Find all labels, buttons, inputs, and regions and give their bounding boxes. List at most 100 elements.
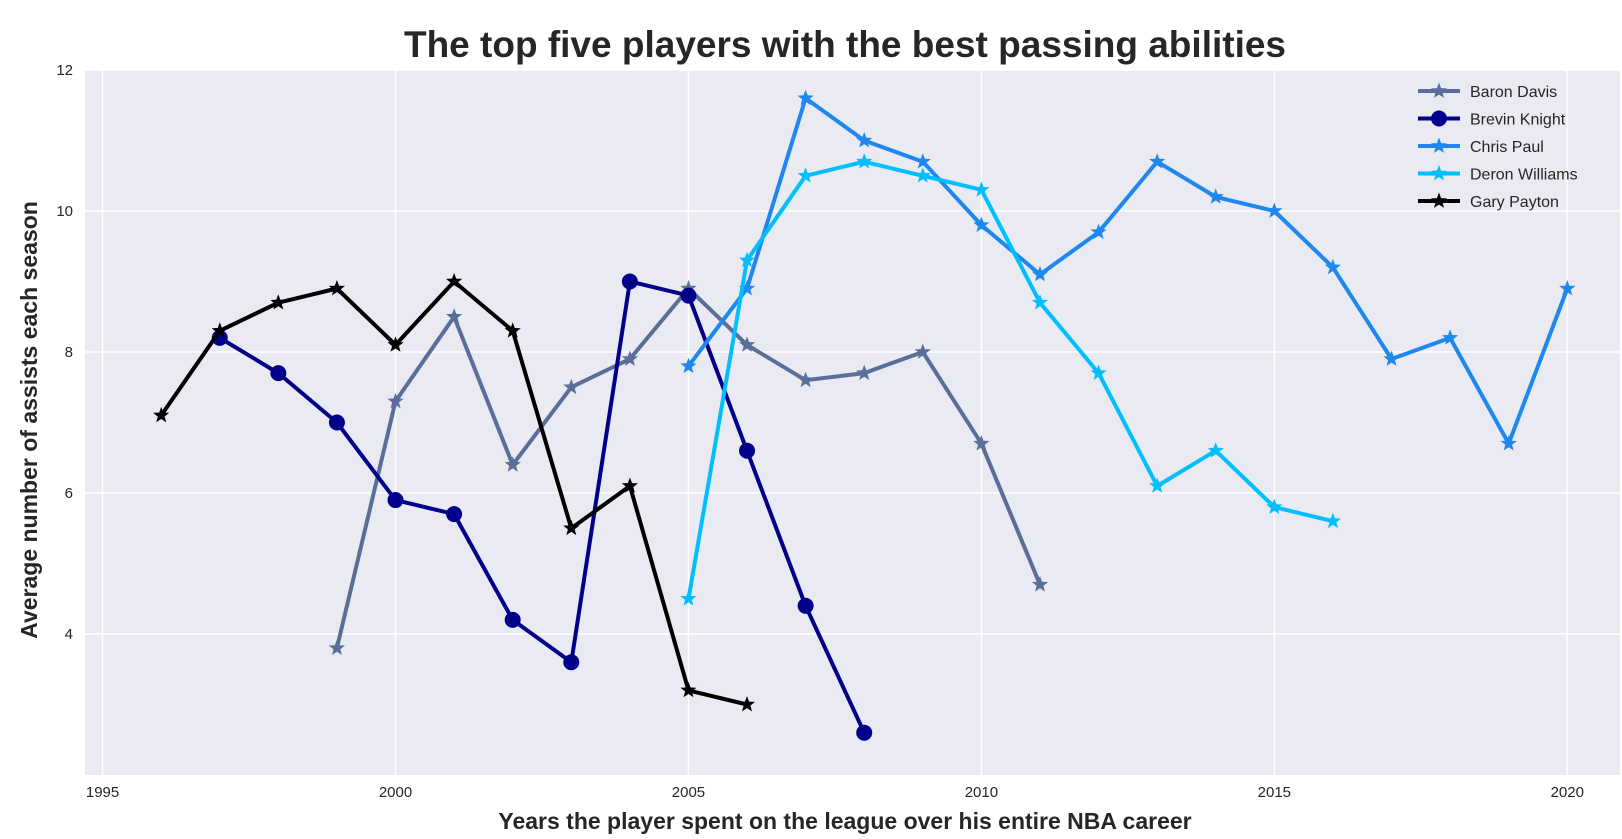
data-point — [1090, 223, 1107, 239]
legend-marker — [1430, 192, 1448, 208]
legend-item-chris-paul: Chris Paul — [1418, 137, 1544, 156]
data-point — [797, 597, 814, 614]
data-point — [1324, 258, 1341, 275]
data-point — [446, 308, 463, 324]
data-point — [1207, 442, 1224, 458]
series-line — [217, 279, 867, 735]
series-brevin-knight — [211, 273, 873, 741]
series-deron-williams — [680, 153, 1341, 606]
data-point — [1442, 329, 1459, 345]
data-point — [1031, 576, 1049, 592]
legend-label: Gary Payton — [1470, 194, 1559, 211]
data-point — [328, 639, 345, 655]
data-point — [914, 343, 931, 359]
series-layer — [153, 89, 1576, 741]
data-point — [563, 519, 580, 536]
data-point — [1031, 266, 1049, 282]
legend-item-gary-payton: Gary Payton — [1418, 192, 1559, 211]
series-line — [686, 96, 1570, 446]
data-point — [563, 654, 580, 671]
x-tick-label: 2010 — [965, 784, 998, 801]
data-point — [739, 280, 756, 296]
data-point — [563, 378, 580, 395]
legend-marker — [1430, 137, 1448, 153]
data-point — [914, 167, 931, 183]
data-point — [680, 590, 697, 606]
x-axis-label: Years the player spent on the league ove… — [498, 808, 1191, 834]
data-point — [680, 287, 697, 304]
y-axis-ticks: 4 6 8 10 12 — [56, 62, 73, 643]
data-point — [739, 696, 756, 712]
data-point — [1500, 435, 1517, 451]
data-point — [1383, 350, 1400, 366]
data-point — [797, 167, 814, 183]
legend-marker — [1430, 82, 1448, 98]
data-point — [1207, 188, 1224, 204]
legend-item-baron-davis: Baron Davis — [1418, 82, 1557, 101]
data-point — [739, 251, 756, 268]
y-tick-label: 10 — [56, 203, 73, 220]
y-tick-label: 4 — [65, 626, 73, 643]
data-point — [739, 336, 756, 352]
data-point — [270, 294, 287, 310]
data-point — [973, 216, 990, 232]
legend-marker — [1431, 110, 1447, 127]
y-tick-label: 12 — [56, 62, 73, 79]
data-point — [797, 371, 814, 388]
data-point — [973, 435, 990, 451]
data-point — [387, 392, 404, 409]
data-point — [446, 273, 463, 289]
data-point — [446, 506, 463, 523]
x-axis-ticks: 1995 2000 2005 2010 2015 2020 — [86, 784, 1584, 801]
data-point — [739, 442, 756, 459]
legend-marker — [1430, 165, 1448, 181]
data-point — [1031, 294, 1049, 310]
data-point — [1090, 364, 1107, 380]
data-point — [270, 365, 287, 382]
x-tick-label: 1995 — [86, 784, 119, 801]
data-point — [680, 681, 697, 698]
data-point — [504, 611, 521, 628]
y-tick-label: 6 — [65, 485, 73, 502]
x-tick-label: 2015 — [1258, 784, 1291, 801]
data-point — [973, 181, 990, 197]
data-point — [153, 406, 170, 423]
series-gary-payton — [153, 273, 756, 712]
data-point — [1559, 280, 1576, 296]
data-point — [1324, 512, 1341, 529]
legend: Baron Davis Brevin Knight Chris Paul Deron … — [1418, 82, 1578, 211]
x-tick-label: 2005 — [672, 784, 705, 801]
data-point — [621, 273, 638, 290]
data-point — [856, 724, 873, 741]
data-point — [856, 132, 873, 148]
data-point — [211, 322, 228, 338]
y-tick-label: 8 — [65, 344, 73, 361]
series-line — [686, 159, 1335, 601]
plot-area — [85, 70, 1620, 775]
legend-label: Deron Williams — [1470, 167, 1578, 184]
series-chris-paul — [680, 89, 1576, 451]
x-tick-label: 2000 — [379, 784, 412, 801]
data-point — [621, 350, 638, 366]
data-point — [504, 322, 521, 338]
x-tick-label: 2020 — [1551, 784, 1584, 801]
legend-label: Baron Davis — [1470, 84, 1557, 101]
legend-label: Chris Paul — [1470, 139, 1544, 156]
data-point — [504, 456, 521, 472]
data-point — [1149, 153, 1166, 169]
data-point — [328, 414, 345, 431]
data-point — [328, 280, 345, 296]
data-point — [856, 364, 873, 380]
data-point — [797, 89, 814, 106]
data-point — [856, 153, 873, 169]
legend-label: Brevin Knight — [1470, 112, 1566, 129]
data-point — [680, 357, 697, 373]
data-point — [387, 336, 404, 352]
chart-title: The top five players with the best passi… — [404, 24, 1286, 65]
legend-item-brevin-knight: Brevin Knight — [1418, 110, 1566, 129]
data-point — [1266, 498, 1283, 514]
data-point — [387, 492, 404, 509]
data-point — [1266, 202, 1283, 218]
data-point — [1149, 477, 1166, 493]
